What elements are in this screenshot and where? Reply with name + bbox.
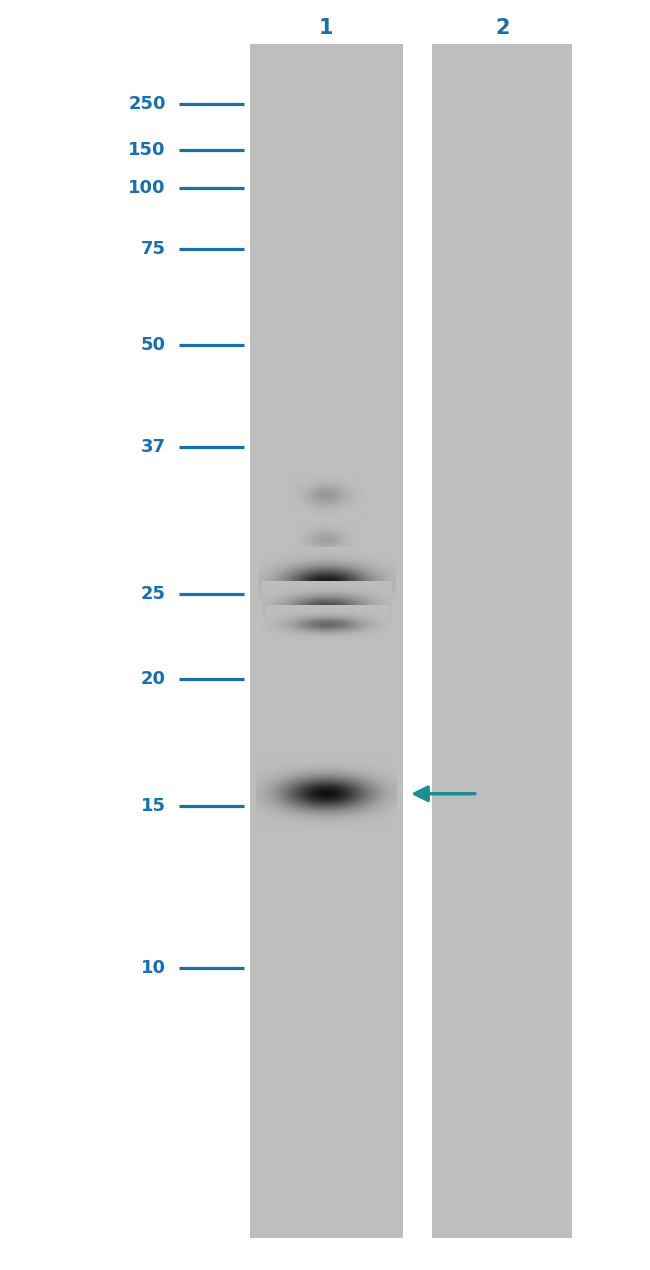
- Text: 1: 1: [319, 18, 333, 38]
- Text: 75: 75: [141, 240, 166, 258]
- Text: 2: 2: [495, 18, 510, 38]
- Bar: [250, 44, 403, 1238]
- Text: 15: 15: [141, 798, 166, 815]
- Text: 250: 250: [128, 95, 166, 113]
- Bar: [432, 44, 572, 1238]
- Text: 20: 20: [141, 671, 166, 688]
- Text: 25: 25: [141, 585, 166, 603]
- Text: 10: 10: [141, 959, 166, 977]
- Text: 150: 150: [128, 141, 166, 159]
- Text: 37: 37: [141, 438, 166, 456]
- Text: 100: 100: [128, 179, 166, 197]
- Text: 50: 50: [141, 337, 166, 354]
